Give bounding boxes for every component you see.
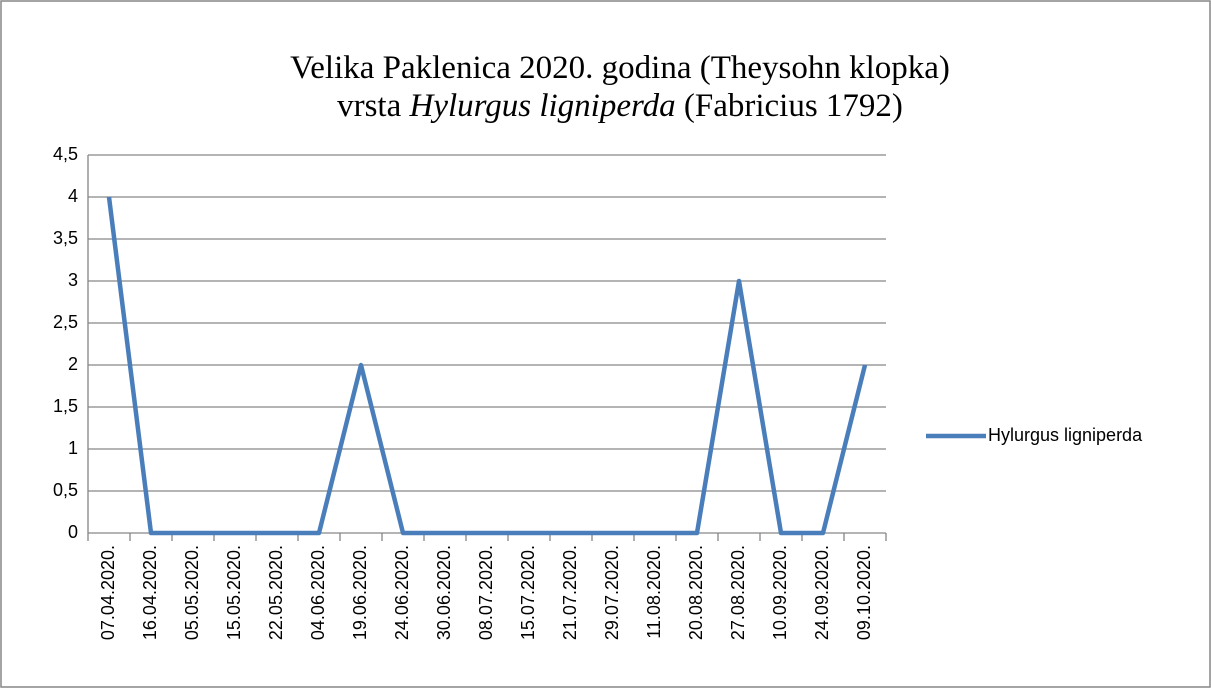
x-tick-label: 08.07.2020. (476, 545, 496, 640)
x-tick-label: 24.09.2020. (812, 545, 832, 640)
x-tick-label: 19.06.2020. (350, 545, 370, 640)
x-tick-label: 04.06.2020. (308, 545, 328, 640)
series-line (106, 196, 868, 536)
x-tick-label: 16.04.2020. (140, 545, 160, 640)
x-tick-label: 07.04.2020. (98, 545, 118, 640)
chart-title: Velika Paklenica 2020. godina (Theysohn … (290, 50, 950, 86)
x-tick-label: 11.08.2020. (644, 545, 664, 639)
subtitle-species: Hylurgus ligniperda (408, 88, 675, 124)
y-tick-label: 0,5 (53, 480, 78, 500)
y-tick-label: 3 (68, 270, 78, 290)
x-tick-label: 15.05.2020. (224, 545, 244, 640)
subtitle-part: (Fabricius 1792) (684, 88, 903, 124)
y-tick-label: 4 (68, 186, 78, 206)
x-tick-label: 21.07.2020. (560, 545, 580, 640)
x-tick-label: 24.06.2020. (392, 545, 412, 640)
subtitle-part: vrsta (337, 88, 402, 124)
x-tick-label: 22.05.2020. (266, 545, 286, 640)
x-tick-label: 27.08.2020. (728, 545, 748, 640)
chart-subtitle: vrsta Hylurgus ligniperda (Fabricius 179… (337, 88, 903, 124)
x-tick-label: 10.09.2020. (770, 545, 790, 640)
x-tick-label: 29.07.2020. (602, 545, 622, 640)
y-tick-label: 3,5 (53, 228, 78, 248)
y-tick-label: 2,5 (53, 312, 78, 332)
y-tick-label: 4,5 (53, 144, 78, 164)
x-tick-label: 30.06.2020. (434, 545, 454, 640)
y-tick-label: 1 (68, 438, 78, 458)
x-tick-label: 15.07.2020. (518, 545, 538, 640)
y-tick-label: 2 (68, 354, 78, 374)
x-tick-label: 09.10.2020. (854, 545, 874, 640)
x-tick-label: 20.08.2020. (686, 545, 706, 640)
y-tick-label: 1,5 (53, 396, 78, 416)
y-tick-label: 0 (68, 522, 78, 542)
legend-label: Hylurgus ligniperda (988, 425, 1143, 445)
x-tick-label: 05.05.2020. (182, 545, 202, 640)
